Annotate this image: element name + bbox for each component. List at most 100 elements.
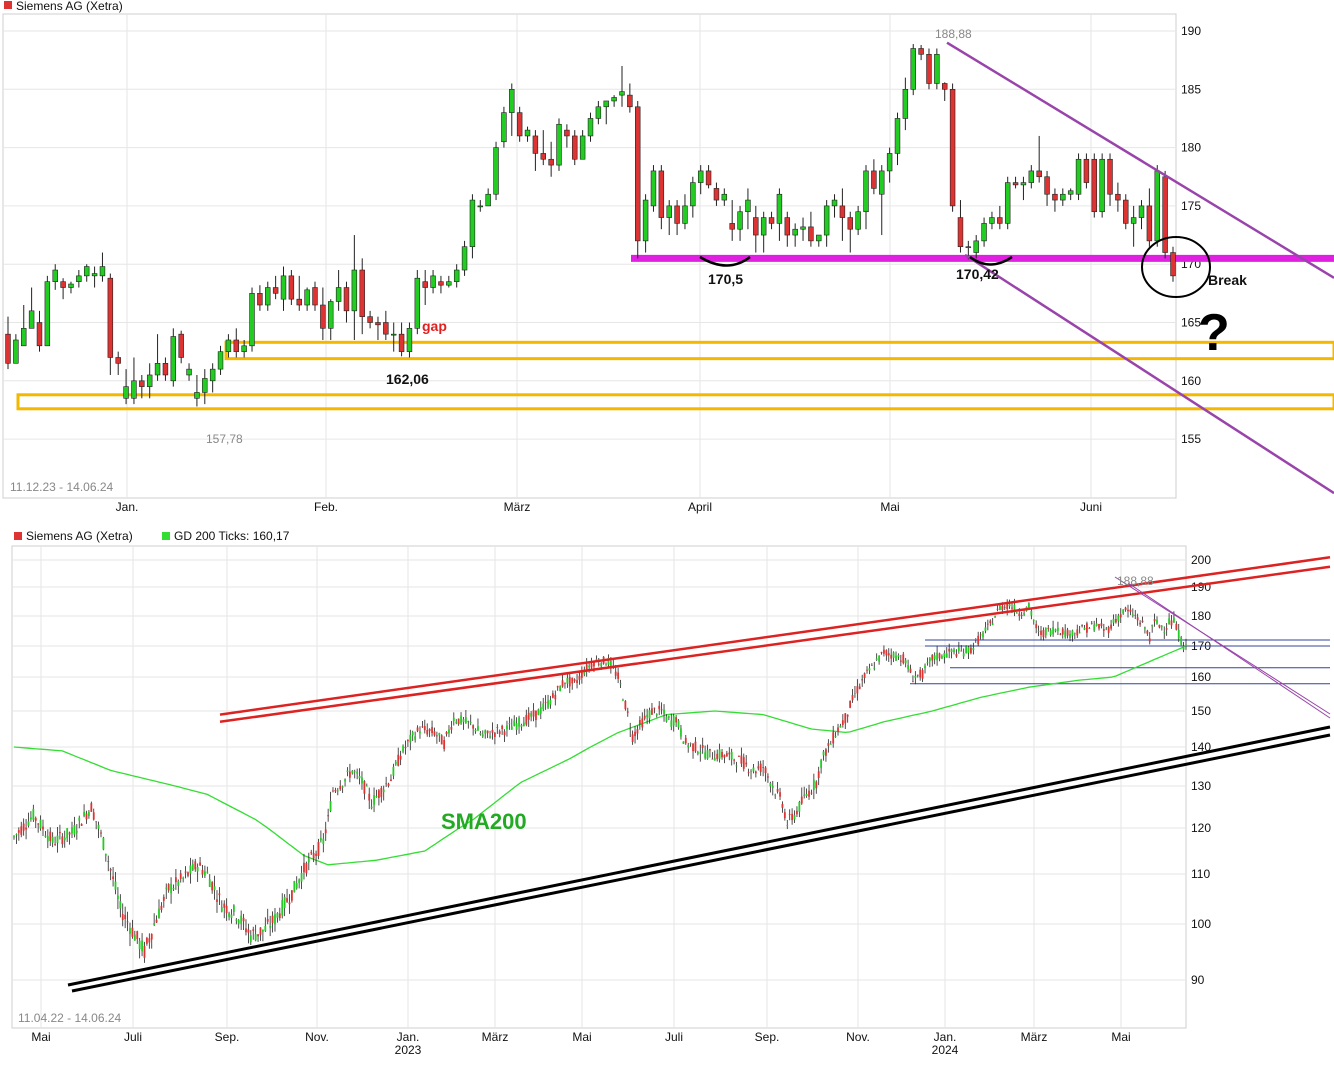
- bottom-candle-body: [27, 821, 30, 826]
- bottom-candle-body: [658, 705, 661, 710]
- bottom-candle-body: [962, 653, 965, 657]
- top-candle-body: [705, 170, 712, 186]
- top-candle-body: [965, 246, 972, 249]
- bottom-candle-body: [182, 877, 185, 879]
- bottom-candle-body: [578, 675, 581, 680]
- bottom-candle-body: [955, 654, 958, 657]
- bottom-candle-body: [421, 726, 424, 728]
- bottom-candle-body: [315, 853, 317, 856]
- top-support-label-1: 170,5: [708, 271, 743, 287]
- top-candle-body: [430, 275, 436, 288]
- bottom-candle-body: [141, 940, 143, 952]
- bottom-candle-body: [177, 880, 180, 886]
- bottom-candle-body: [1122, 609, 1125, 614]
- bottom-candle-body: [336, 790, 339, 792]
- bottom-candle-body: [131, 927, 134, 937]
- top-candle-body: [288, 275, 295, 300]
- bottom-candle-body: [464, 717, 467, 723]
- bottom-candle-body: [155, 919, 158, 923]
- top-candle-body: [666, 205, 672, 218]
- bottom-candle-body: [109, 868, 112, 871]
- bottom-candle-body: [885, 650, 888, 656]
- top-candle-body: [918, 48, 924, 55]
- bottom-candle-body: [95, 821, 98, 823]
- bottom-candle-body: [1119, 614, 1122, 618]
- bottom-candle-body: [535, 710, 537, 721]
- bottom-candle-body: [150, 934, 153, 940]
- bottom-candle-body: [960, 650, 963, 652]
- bottom-candle-body: [276, 913, 279, 918]
- bottom-candle-body: [153, 923, 156, 925]
- top-candle-body: [1075, 158, 1082, 195]
- top-candle-body: [83, 266, 90, 277]
- bottom-legend-swatch-sma: [162, 532, 170, 540]
- bottom-candle-body: [143, 946, 146, 958]
- bottom-candle-body: [979, 634, 982, 636]
- bottom-candle-body: [136, 931, 139, 940]
- bottom-candle-body: [481, 734, 484, 737]
- bottom-candle-body: [1153, 619, 1156, 622]
- bottom-candle-body: [1013, 604, 1016, 613]
- bottom-candle-body: [912, 681, 914, 683]
- bottom-candle-body: [1008, 604, 1011, 607]
- bottom-candle-body: [1165, 628, 1168, 630]
- top-candle-body: [1107, 158, 1113, 195]
- bottom-y-tick-label: 160: [1191, 670, 1211, 684]
- bottom-candle-body: [1069, 633, 1071, 638]
- top-candle-body: [162, 363, 169, 376]
- bottom-plot-area: [11, 545, 1187, 1029]
- bottom-candle-body: [1173, 617, 1175, 623]
- top-candle-body: [587, 118, 594, 137]
- top-candle-body: [217, 351, 224, 370]
- bottom-y-tick-label: 180: [1191, 609, 1211, 623]
- bottom-candle-body: [433, 731, 436, 736]
- bottom-candle-body: [191, 864, 194, 871]
- bottom-candle-body: [498, 731, 501, 734]
- bottom-candle-body: [1015, 612, 1018, 614]
- bottom-candle-body: [194, 861, 197, 870]
- bottom-candle-body: [788, 814, 791, 815]
- top-candle-body: [1154, 170, 1160, 242]
- bottom-candle-body: [522, 722, 525, 727]
- bottom-candle-body: [878, 655, 881, 662]
- bottom-candle-body: [1035, 624, 1038, 629]
- top-candle-body: [107, 277, 114, 358]
- bottom-x-tick-label: Nov.: [305, 1030, 329, 1044]
- bottom-candle-body: [13, 836, 15, 838]
- top-candle-body: [493, 147, 499, 195]
- top-candle-body: [800, 226, 806, 230]
- bottom-candle-body: [133, 934, 136, 941]
- bottom-candle-body: [1095, 623, 1098, 627]
- bottom-candle-body: [261, 929, 264, 932]
- bottom-candle-body: [235, 919, 238, 921]
- bottom-candle-body: [346, 770, 349, 773]
- bottom-candle-body: [950, 649, 953, 653]
- bottom-candle-body: [363, 780, 366, 794]
- top-candle-body: [383, 322, 389, 335]
- bottom-candle-body: [1102, 629, 1105, 631]
- bottom-candle-body: [530, 713, 533, 717]
- bottom-candle-body: [728, 752, 731, 755]
- bottom-candle-body: [733, 759, 736, 761]
- top-candle-body: [28, 310, 35, 329]
- top-y-tick-label: 165: [1181, 316, 1201, 330]
- bottom-candle-body: [646, 714, 649, 717]
- bottom-candle-body: [779, 792, 781, 797]
- bottom-candle-body: [844, 713, 847, 724]
- bottom-candle-body: [839, 725, 842, 728]
- top-candle-body: [949, 89, 956, 207]
- top-candle-body: [981, 223, 987, 242]
- top-x-tick-label: Mai: [880, 500, 899, 514]
- top-candle-body: [115, 357, 121, 364]
- bottom-sma200-line: [13, 646, 1184, 866]
- bottom-candle-body: [165, 887, 168, 889]
- bottom-candle-body: [626, 711, 629, 713]
- top-candle-body: [398, 333, 405, 352]
- bottom-candle-body: [774, 794, 777, 796]
- bottom-candle-body: [1180, 637, 1183, 645]
- bottom-candle-body: [1139, 622, 1141, 625]
- bottom-candle-body: [977, 635, 980, 645]
- top-candle-body: [335, 287, 342, 302]
- top-trend-upper: [946, 41, 1334, 279]
- top-candle-body: [60, 281, 66, 288]
